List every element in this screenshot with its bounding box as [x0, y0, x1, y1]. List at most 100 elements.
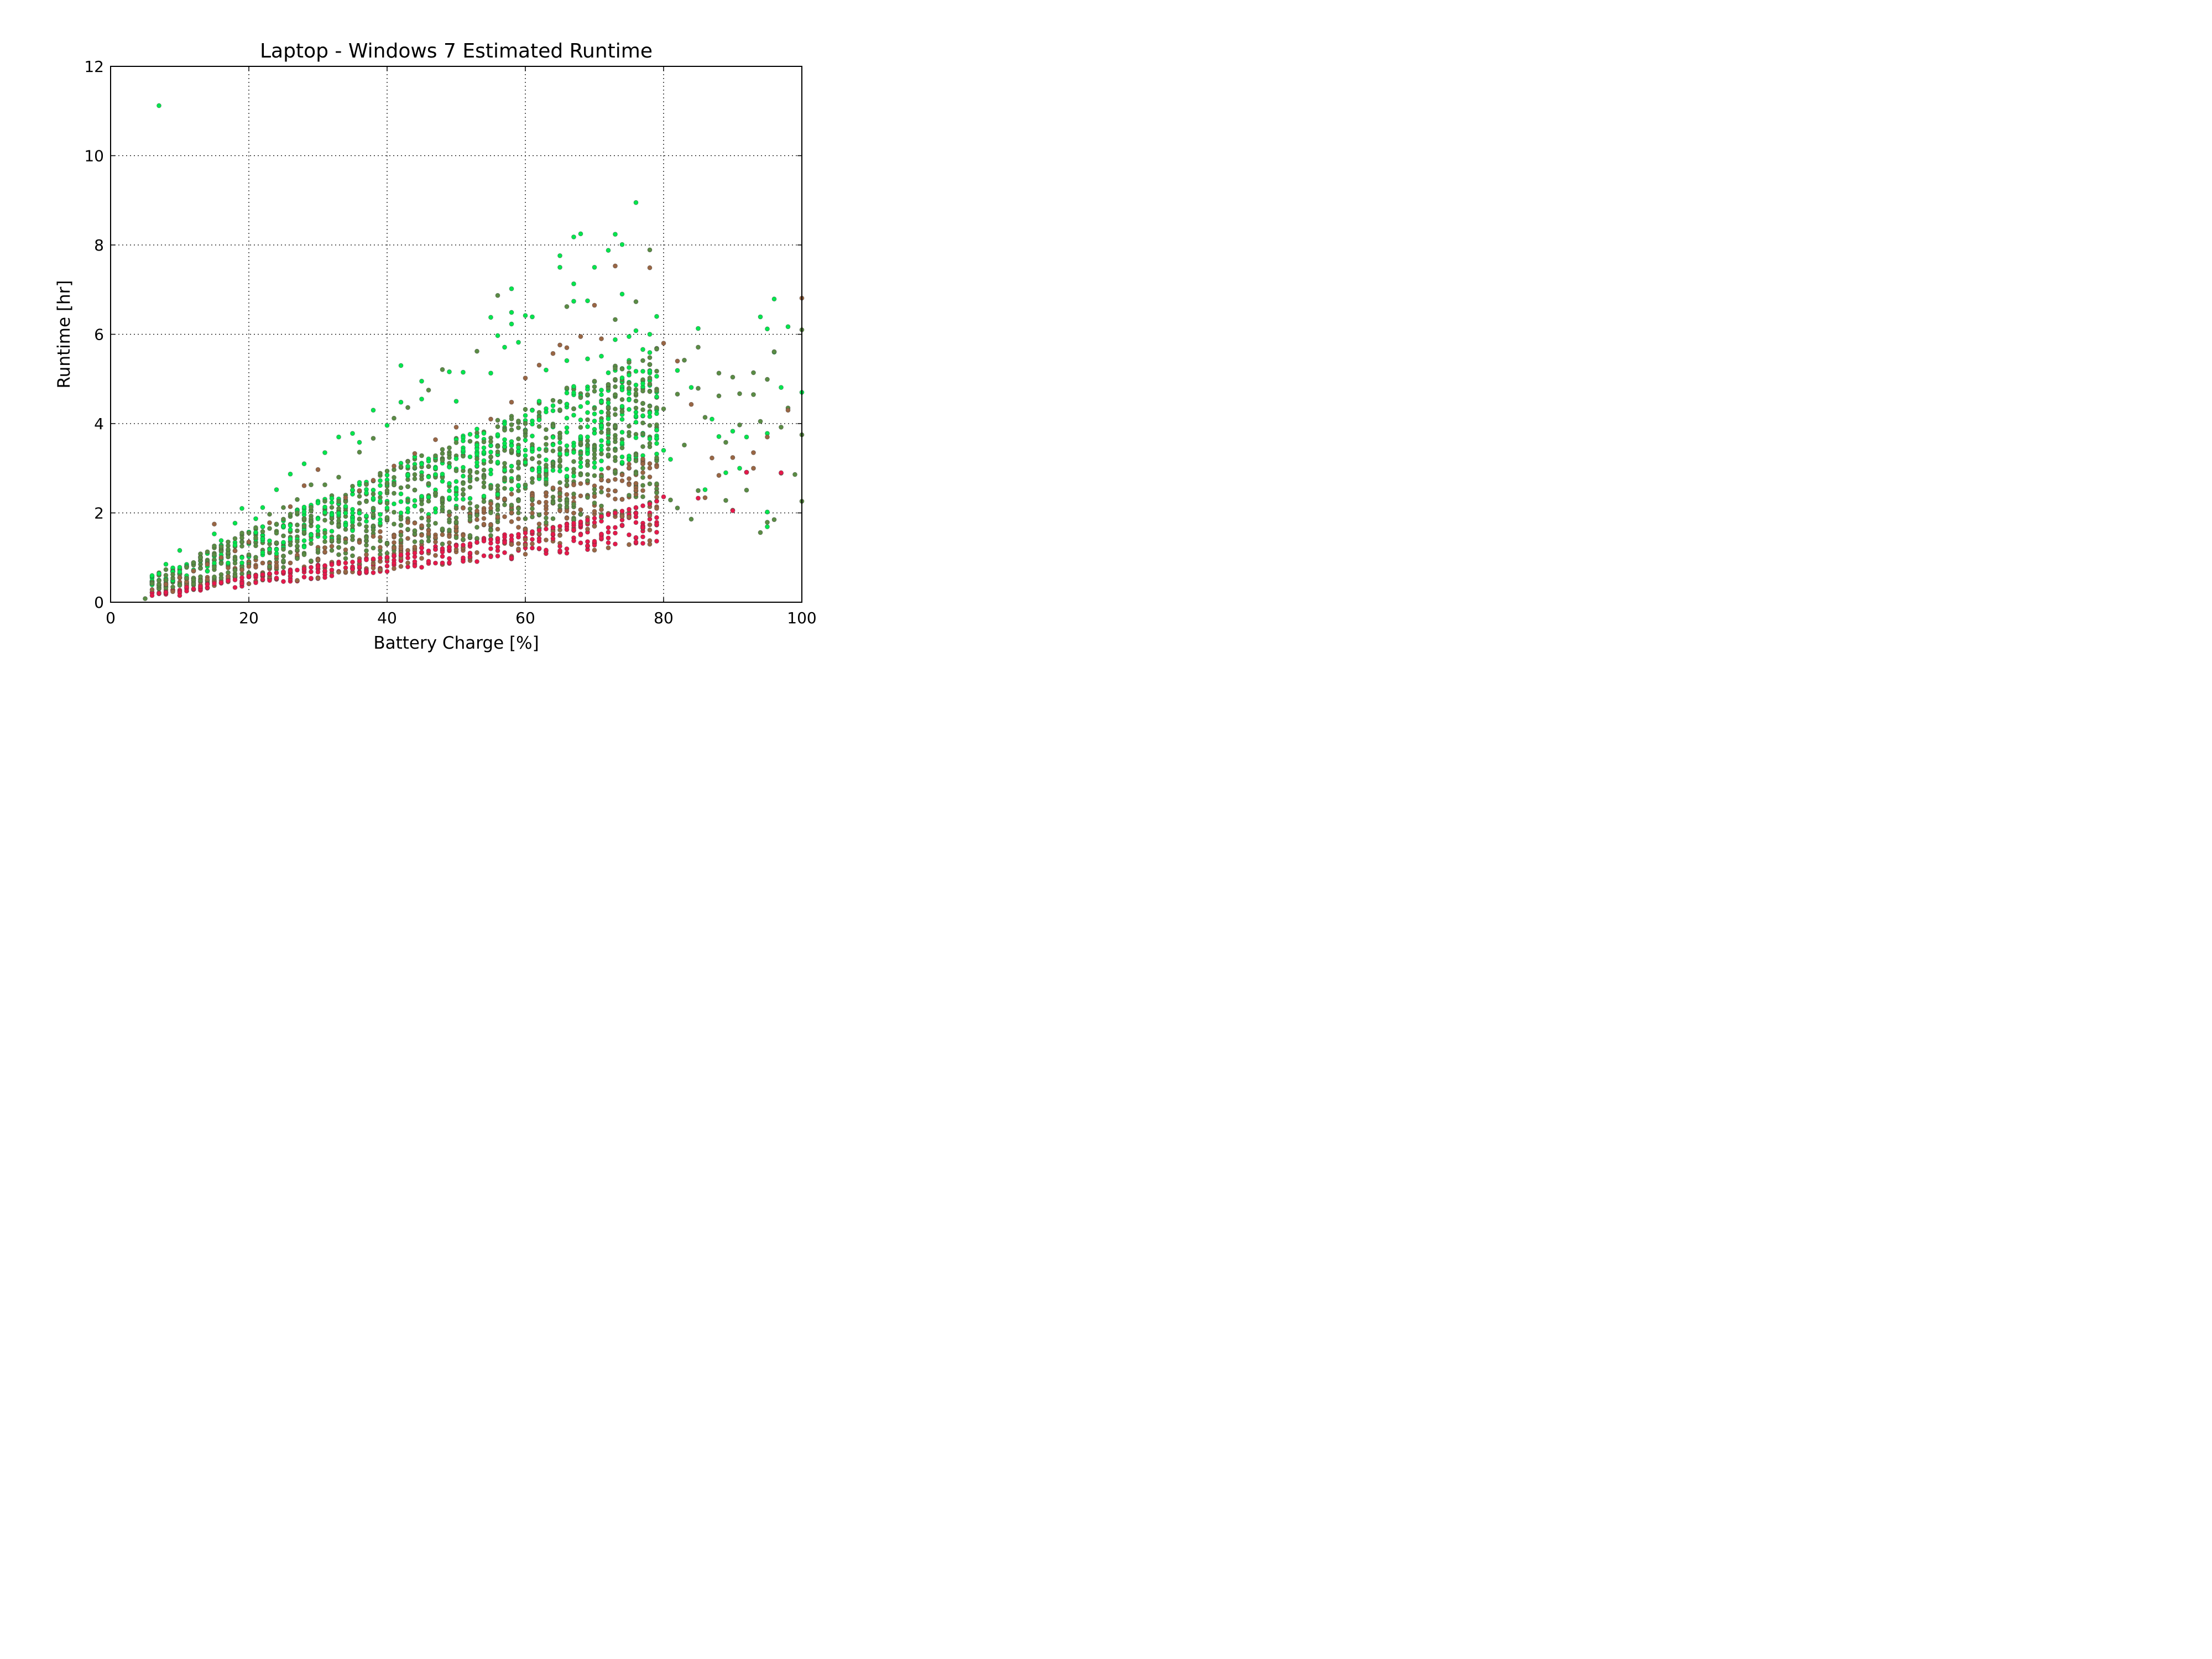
data-point — [191, 568, 196, 573]
data-point — [536, 410, 542, 415]
data-point — [606, 535, 611, 541]
data-point — [654, 368, 659, 374]
data-point — [246, 539, 252, 545]
data-point — [647, 513, 653, 518]
data-point — [647, 522, 653, 528]
data-point — [488, 546, 493, 551]
data-point — [295, 522, 300, 528]
data-point — [419, 494, 424, 499]
data-point — [550, 403, 556, 409]
x-tick-label: 60 — [515, 609, 535, 627]
data-point — [467, 495, 473, 501]
data-point — [647, 375, 653, 380]
data-point — [371, 545, 376, 551]
data-point — [550, 516, 556, 521]
data-point — [523, 537, 528, 542]
data-point — [384, 564, 390, 568]
data-point — [536, 460, 542, 465]
data-point — [640, 358, 645, 363]
data-point — [371, 570, 376, 576]
data-point — [212, 552, 217, 557]
data-point — [329, 520, 335, 525]
data-point — [474, 434, 479, 439]
data-point — [536, 546, 542, 551]
data-point — [481, 538, 487, 544]
data-point — [557, 468, 562, 474]
data-point — [619, 454, 625, 460]
data-point — [364, 499, 369, 504]
data-point — [426, 518, 431, 524]
data-point — [599, 423, 604, 428]
data-point — [640, 534, 645, 540]
data-point — [301, 483, 307, 488]
data-point — [440, 541, 445, 547]
data-point — [205, 577, 210, 582]
data-point — [322, 450, 327, 455]
data-point — [702, 415, 708, 420]
data-point — [564, 451, 570, 457]
data-point — [336, 561, 341, 566]
data-point — [585, 356, 590, 362]
data-point — [647, 265, 653, 270]
data-point — [260, 524, 265, 529]
data-point — [557, 451, 562, 456]
data-point — [474, 477, 479, 482]
data-point — [467, 469, 473, 474]
data-point — [640, 461, 645, 467]
data-point — [523, 421, 528, 426]
data-point — [599, 507, 604, 512]
data-point — [461, 492, 466, 497]
data-point — [613, 530, 618, 536]
data-point — [329, 547, 335, 553]
data-point — [557, 480, 562, 486]
data-point — [350, 559, 355, 565]
data-point — [364, 482, 369, 487]
data-point — [751, 392, 756, 397]
data-point — [592, 378, 597, 384]
data-point — [613, 488, 618, 494]
data-point — [488, 371, 493, 376]
data-point — [599, 458, 604, 463]
data-point — [405, 472, 410, 477]
data-point — [592, 264, 597, 270]
data-point — [467, 439, 473, 444]
data-point — [274, 551, 279, 556]
data-point — [301, 538, 307, 544]
data-point — [578, 512, 583, 517]
data-point — [488, 450, 493, 455]
data-point — [447, 534, 452, 539]
data-point — [177, 569, 182, 575]
data-point — [274, 575, 279, 581]
data-point — [398, 564, 404, 569]
data-point — [571, 510, 576, 516]
data-point — [557, 491, 562, 496]
data-point — [606, 405, 611, 410]
data-point — [599, 485, 604, 491]
data-point — [523, 447, 528, 453]
data-point — [163, 589, 169, 595]
data-point — [585, 417, 590, 422]
data-point — [156, 571, 161, 576]
data-point — [592, 500, 597, 505]
data-point — [502, 461, 507, 466]
data-point — [474, 451, 479, 457]
data-point — [640, 541, 645, 546]
data-point — [654, 499, 659, 504]
y-tick-label: 12 — [84, 58, 104, 76]
data-point — [516, 498, 521, 504]
data-point — [246, 573, 252, 579]
data-point — [723, 498, 728, 503]
data-point — [232, 520, 238, 526]
data-point — [530, 536, 535, 542]
data-point — [571, 482, 576, 488]
data-point — [246, 530, 252, 536]
data-point — [654, 539, 659, 544]
data-point — [509, 502, 514, 508]
data-point — [453, 543, 459, 549]
data-point — [599, 443, 604, 448]
data-point — [398, 491, 404, 497]
data-point — [723, 440, 728, 445]
data-point — [343, 569, 348, 575]
data-point — [592, 515, 597, 521]
data-point — [578, 464, 583, 469]
